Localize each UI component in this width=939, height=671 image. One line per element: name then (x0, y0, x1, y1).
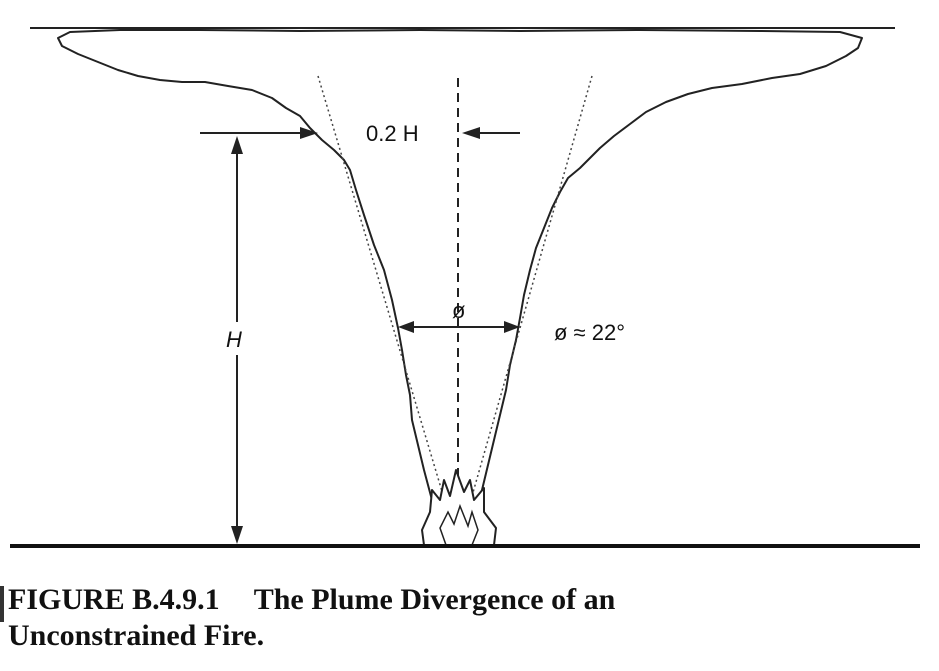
diameter-symbol-label: ø (452, 298, 465, 323)
caption-title-line-2: Unconstrained Fire. (8, 619, 265, 652)
diameter-arrowhead-right (504, 321, 520, 333)
height-arrowhead-top (231, 136, 243, 154)
caption-title-line-1: The Plume Divergence of an (253, 583, 616, 616)
width-arrowhead-left (300, 127, 318, 139)
diameter-arrowhead-left (398, 321, 414, 333)
plume-outline (57, 29, 863, 546)
divergence-line-right (457, 75, 593, 546)
height-label: H (226, 327, 242, 352)
divergence-line-left (317, 75, 459, 546)
caption-line-1: FIGURE B.4.9.1 The Plume Divergence of an (8, 582, 928, 618)
figure-number: FIGURE B.4.9.1 (8, 583, 220, 616)
figure-caption: FIGURE B.4.9.1 The Plume Divergence of an… (8, 582, 928, 654)
width-arrowhead-right (462, 127, 480, 139)
width-fraction-label: 0.2 H (366, 121, 419, 146)
plume-divergence-diagram: 0.2 H H ø ø ≈ 22° (10, 27, 920, 548)
fire-inner-flame (439, 503, 479, 546)
angle-value-label: ø ≈ 22° (554, 320, 625, 345)
caption-marker (0, 586, 4, 622)
height-arrowhead-bottom (231, 526, 243, 544)
